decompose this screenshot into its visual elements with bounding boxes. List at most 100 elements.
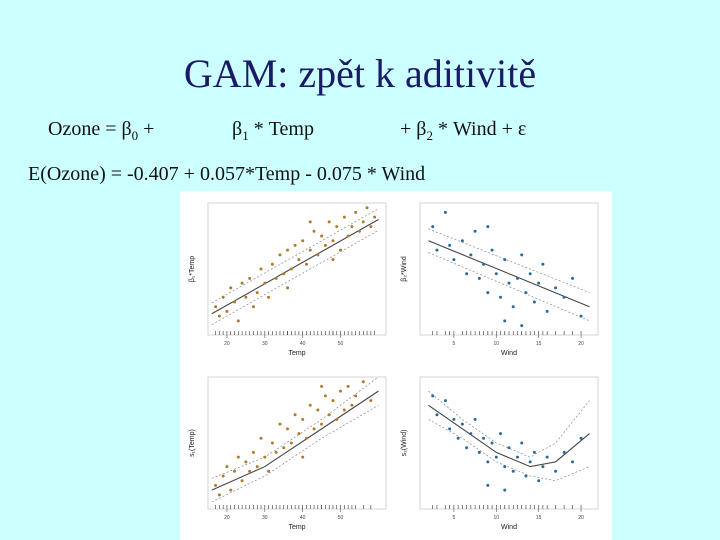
data-point <box>503 465 507 469</box>
data-point <box>537 479 541 483</box>
data-point <box>274 276 278 280</box>
x-tick-label: 50 <box>338 341 344 347</box>
x-tick-label: 10 <box>494 515 500 521</box>
confidence-band <box>211 404 379 503</box>
data-point <box>244 295 248 299</box>
data-point <box>511 305 515 309</box>
data-point <box>469 253 473 257</box>
data-point <box>365 206 369 210</box>
x-tick-label: 15 <box>536 341 542 347</box>
data-point <box>323 243 327 247</box>
data-point <box>308 403 312 407</box>
y-axis-label: β₁*Temp <box>189 256 196 282</box>
plot-frame <box>207 202 387 336</box>
data-point <box>532 450 536 454</box>
data-point <box>357 229 361 233</box>
y-axis-label: β₂*Wind <box>401 256 408 282</box>
data-point <box>520 253 524 257</box>
data-point <box>282 446 286 450</box>
fit-line <box>211 390 379 491</box>
confidence-band <box>211 376 379 479</box>
confidence-band <box>211 208 379 304</box>
data-point <box>233 469 237 473</box>
data-point <box>255 291 259 295</box>
data-point <box>515 455 519 459</box>
data-point <box>507 446 511 450</box>
x-axis-label: Wind <box>501 350 517 357</box>
data-point <box>217 314 221 318</box>
data-point <box>301 455 305 459</box>
data-point <box>482 436 486 440</box>
data-point <box>431 394 435 398</box>
data-point <box>289 441 293 445</box>
data-point <box>473 229 477 233</box>
x-tick-label: 20 <box>224 341 230 347</box>
data-point <box>443 210 447 214</box>
data-point <box>274 450 278 454</box>
data-point <box>354 210 358 214</box>
gam-figure: 20 30 40 50 Temp β₁*Temp 5 10 15 20 Wind β₂*Wind 20 3… <box>180 191 612 540</box>
data-point <box>331 399 335 403</box>
data-point <box>342 215 346 219</box>
data-point <box>532 300 536 304</box>
data-point <box>503 258 507 262</box>
data-point <box>477 276 481 280</box>
data-point <box>448 243 452 247</box>
data-point <box>545 309 549 313</box>
data-point <box>214 483 218 487</box>
data-point <box>511 469 515 473</box>
data-point <box>545 455 549 459</box>
data-point <box>339 389 343 393</box>
data-point <box>297 258 301 262</box>
x-axis-label: Temp <box>288 524 305 531</box>
data-point <box>251 450 255 454</box>
data-point <box>431 225 435 229</box>
data-point <box>255 465 259 469</box>
data-point <box>486 291 490 295</box>
data-point <box>244 460 248 464</box>
data-point <box>248 276 252 280</box>
plot-frame <box>207 376 387 510</box>
data-point <box>327 220 331 224</box>
y-axis-label: s₁(Temp) <box>189 429 196 457</box>
data-point <box>515 276 519 280</box>
y-axis-label: s₂(Wind) <box>401 430 408 457</box>
data-point <box>320 234 324 238</box>
x-tick-label: 20 <box>578 515 584 521</box>
data-point <box>342 408 346 412</box>
data-point <box>443 399 447 403</box>
fit-line <box>211 219 379 315</box>
x-tick-label: 30 <box>262 341 268 347</box>
data-point <box>350 225 354 229</box>
data-point <box>339 248 343 252</box>
data-point <box>369 225 373 229</box>
data-point <box>240 479 244 483</box>
data-point <box>369 399 373 403</box>
data-point <box>507 281 511 285</box>
data-point <box>361 380 365 384</box>
confidence-band <box>428 390 590 458</box>
data-point <box>270 441 274 445</box>
data-point <box>537 281 541 285</box>
data-point <box>562 450 566 454</box>
data-point <box>229 488 233 492</box>
data-point <box>460 239 464 243</box>
x-tick-label: 30 <box>262 515 268 521</box>
x-tick-label: 5 <box>453 341 456 347</box>
data-point <box>267 295 271 299</box>
data-point <box>331 258 335 262</box>
data-point <box>308 248 312 252</box>
data-point <box>528 460 532 464</box>
x-tick-label: 40 <box>300 341 306 347</box>
data-point <box>267 469 271 473</box>
data-point <box>289 267 293 271</box>
data-point <box>286 286 290 290</box>
data-point <box>312 427 316 431</box>
data-point <box>282 272 286 276</box>
data-point <box>494 272 498 276</box>
data-point <box>456 436 460 440</box>
data-point <box>263 455 267 459</box>
data-point <box>229 286 233 290</box>
gam-panels-svg: 20 30 40 50 Temp β₁*Temp 5 10 15 20 Wind β₂*Wind 20 3… <box>189 202 599 531</box>
fitted-equation: E(Ozone) = -0.407 + 0.057*Temp - 0.075 *… <box>28 163 426 185</box>
